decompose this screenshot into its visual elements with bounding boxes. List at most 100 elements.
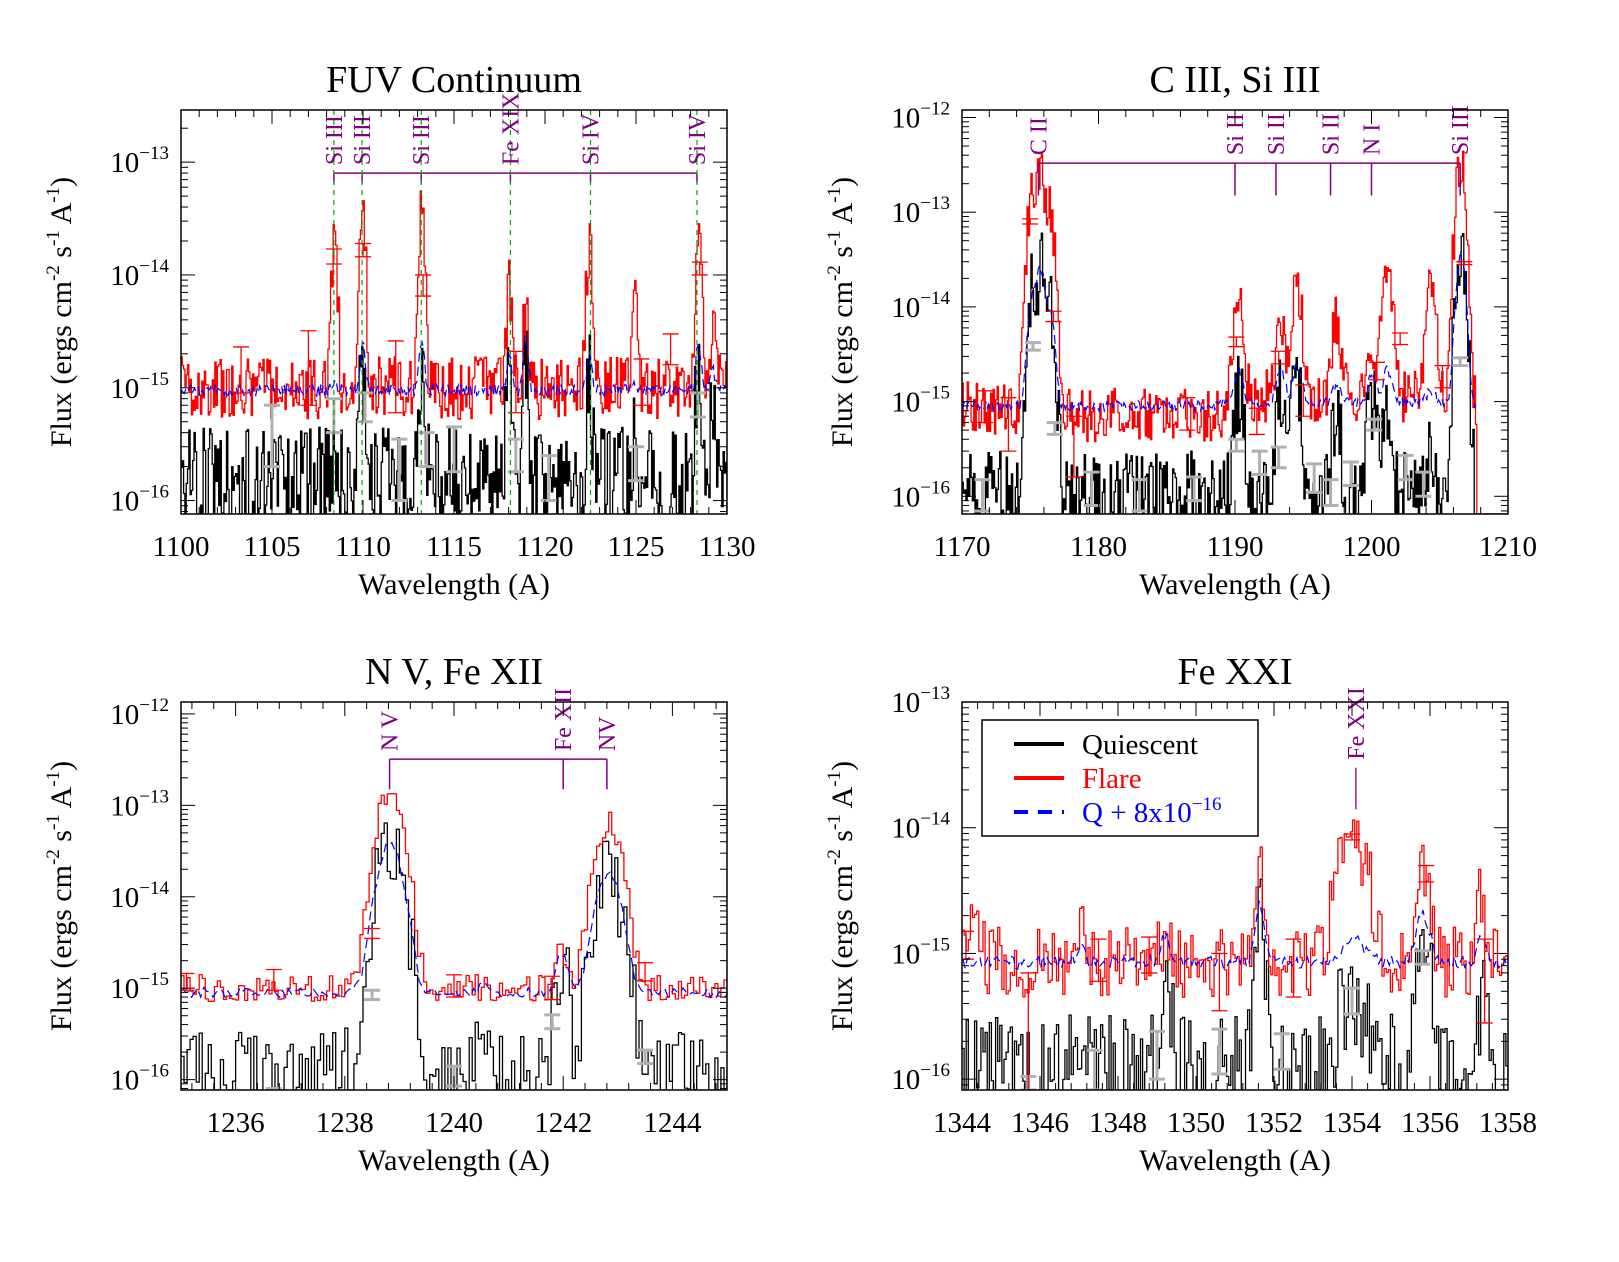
flare-error-bar (355, 242, 371, 258)
y-tick-label: 10−15 (891, 383, 950, 419)
plot-area (181, 792, 727, 1090)
flare-error-bar (1000, 397, 1017, 452)
flare-error-bar (1418, 864, 1435, 883)
panel-c3-si3: C III, Si III Wavelength (A) Flux (ergs cm… (824, 59, 1537, 601)
x-tick-label: 1130 (699, 531, 756, 563)
line-id-label: Si IV (685, 113, 711, 165)
shifted-quiescent-spectrum (962, 900, 1508, 970)
flare-error-bar (1270, 350, 1287, 365)
quiescent-error-bar (1086, 1048, 1103, 1090)
x-tick-label: 1356 (1401, 1107, 1459, 1139)
line-identifications: Fe XXI (1344, 687, 1370, 810)
y-tick-label: 10−14 (110, 878, 169, 914)
quiescent-error-bar (1306, 462, 1323, 494)
y-axis-label: Flux (ergs cm-2 s-1 A-1) (824, 177, 859, 447)
y-tick-label: 10−15 (110, 369, 169, 405)
quiescent-spectrum (962, 878, 1508, 1090)
flare-error-bar (265, 968, 282, 991)
chart-title: N V, Fe XII (365, 651, 543, 693)
line-id-label: C II (1026, 117, 1052, 155)
quiescent-spectrum (962, 232, 1508, 514)
flare-error-bar (387, 340, 404, 414)
x-tick-label: 1358 (1479, 1107, 1537, 1139)
x-axis-label: Wavelength (A) (1139, 568, 1331, 601)
flare-error-bar (637, 962, 654, 982)
y-tick-label: 10−14 (891, 809, 950, 845)
flare-spectrum (181, 792, 727, 1003)
y-tick-label: 10−13 (891, 683, 950, 719)
y-axis-label: Flux (ergs cm-2 s-1 A-1) (824, 761, 859, 1031)
quiescent-error-bar (1149, 1029, 1165, 1081)
line-id-label: Fe XXI (1344, 687, 1370, 760)
x-tick-label: 1170 (934, 531, 991, 563)
flare-error-bar (1295, 384, 1312, 417)
line-id-label: N I (1360, 124, 1386, 155)
flare-error-bar (233, 346, 250, 394)
flare-error-bar (544, 975, 561, 1001)
quiescent-error-bar (391, 437, 408, 503)
plot-area (962, 819, 1508, 1090)
line-id-label: Si II (1264, 113, 1290, 155)
flare-error-bar (977, 390, 994, 424)
y-tick-label: 10−16 (891, 477, 950, 513)
y-axis-label: Flux (ergs cm-2 s-1 A-1) (43, 761, 78, 1031)
quiescent-error-bar (974, 478, 991, 513)
quiescent-error-bar (1452, 356, 1469, 368)
quiescent-error-bar (1083, 470, 1100, 507)
line-id-label: Si II (1223, 113, 1249, 155)
y-tick-label: 10−16 (110, 482, 169, 518)
y-tick-label: 10−15 (110, 969, 169, 1005)
flare-error-bar (1285, 938, 1302, 998)
y-tick-label: 10−12 (891, 98, 950, 134)
flare-error-bar (1022, 218, 1039, 225)
x-tick-label: 1354 (1323, 1107, 1382, 1139)
panel-n5-fe12: N V, Fe XII Wavelength (A) Flux (ergs cm-2… (43, 651, 728, 1177)
x-axis-label: Wavelength (A) (358, 1144, 550, 1177)
x-tick-label: 1110 (335, 531, 391, 563)
x-tick-label: 1100 (153, 531, 210, 563)
x-tick-label: 1200 (1343, 531, 1401, 563)
quiescent-error-bar (544, 1013, 561, 1031)
flare-error-bar (1248, 407, 1265, 436)
y-tick-label: 10−14 (891, 288, 950, 324)
x-tick-label: 1236 (207, 1107, 265, 1139)
x-tick-label: 1240 (425, 1107, 483, 1139)
x-tick-label: 1190 (1207, 531, 1264, 563)
legend-label: Flare (1082, 763, 1142, 795)
x-axis-label: Wavelength (A) (1139, 1144, 1331, 1177)
quiescent-error-bar (1046, 421, 1063, 436)
flare-error-bar (1141, 936, 1158, 974)
line-identifications: C II Si II Si II Si II N I Si III (1026, 105, 1474, 196)
y-axis-label: Flux (ergs cm-2 s-1 A-1) (43, 177, 78, 447)
quiescent-error-bar (1322, 478, 1339, 507)
line-id-label: Fe XIX (498, 92, 524, 165)
quiescent-error-bar (637, 1048, 654, 1066)
quiescent-error-bar (1343, 460, 1360, 487)
line-identifications: Si III Si III Si III Fe XIX Si IV Si IV (322, 92, 711, 514)
quiescent-error-bar (1414, 949, 1431, 966)
quiescent-error-bar (1415, 470, 1432, 498)
flare-spectrum (962, 150, 1508, 514)
flare-error-bar (962, 930, 974, 960)
legend-label: Quiescent (1082, 729, 1198, 761)
y-tick-label: 10−12 (110, 695, 169, 731)
x-tick-label: 1120 (517, 531, 574, 563)
y-tick-label: 10−15 (891, 934, 950, 970)
plot-area (181, 190, 727, 514)
quiescent-error-bar (1186, 475, 1203, 503)
flare-error-bar (1179, 397, 1196, 431)
chart-title: FUV Continuum (326, 59, 582, 101)
line-id-label: Si IV (579, 113, 605, 165)
x-tick-label: 1242 (534, 1107, 592, 1139)
chart-title: Fe XXI (1177, 651, 1292, 693)
quiescent-error-bar (1251, 449, 1268, 476)
quiescent-error-bar (1211, 1027, 1228, 1076)
flare-error-bar (1434, 364, 1451, 389)
x-tick-label: 1244 (643, 1107, 702, 1139)
line-id-label: Si III (1448, 105, 1474, 155)
x-tick-label: 1344 (933, 1107, 992, 1139)
line-id-label: Si II (1319, 113, 1345, 155)
x-tick-label: 1105 (244, 531, 301, 563)
